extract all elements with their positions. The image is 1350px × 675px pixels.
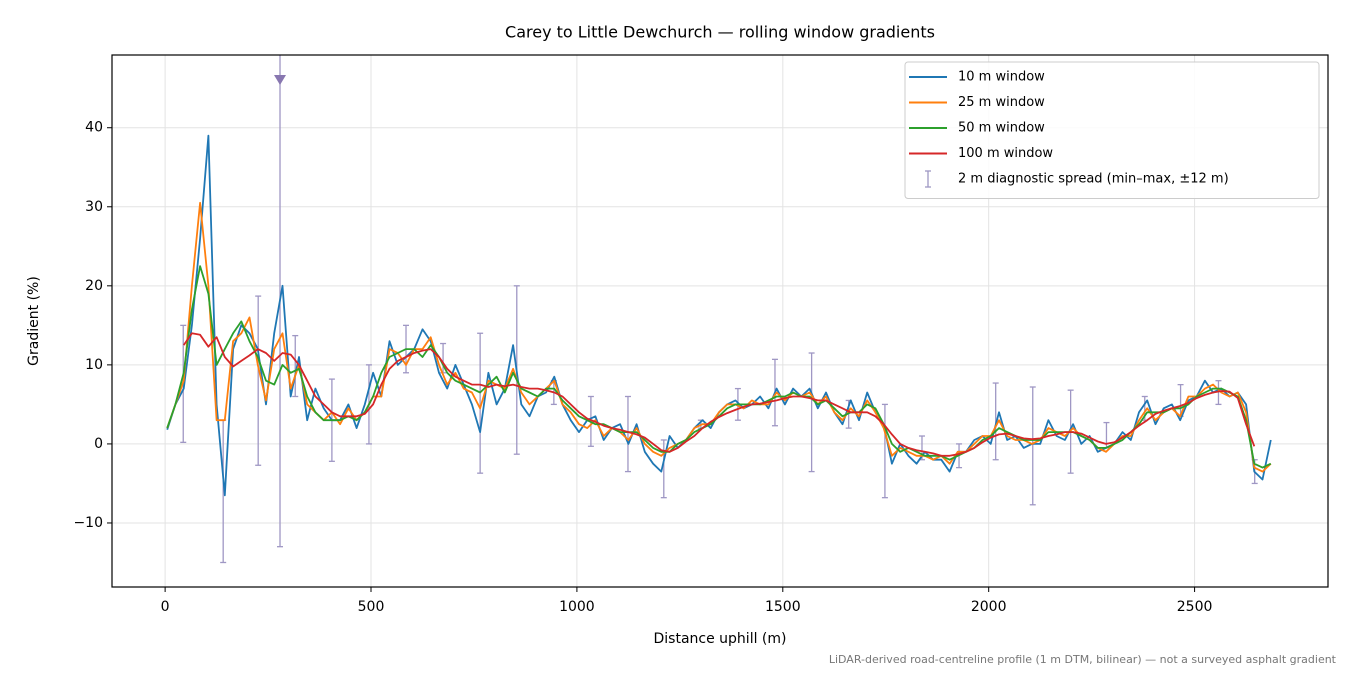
legend: 10 m window 25 m window 50 m window 100 m w… xyxy=(904,61,1320,199)
x-tick-label: 500 xyxy=(358,599,385,615)
y-axis-label: Gradient (%) xyxy=(26,276,42,366)
footnote: LiDAR-derived road-centreline profile (1… xyxy=(829,653,1337,666)
x-tick-label: 2500 xyxy=(1177,599,1213,615)
series-line xyxy=(182,332,1256,457)
x-tick-label: 1000 xyxy=(559,599,595,615)
clipped-marker xyxy=(274,75,287,85)
y-tick-label: 40 xyxy=(85,120,103,136)
legend-label: 10 m window xyxy=(958,70,1045,85)
error-bar xyxy=(292,334,299,398)
legend-label: 2 m diagnostic spread (min–max, ±12 m) xyxy=(958,172,1229,187)
x-axis-label: Distance uphill (m) xyxy=(654,631,787,647)
x-tick-label: 0 xyxy=(161,599,170,615)
error-bar xyxy=(277,55,284,548)
chart-title: Carey to Little Dewchurch — rolling wind… xyxy=(505,23,935,42)
error-bar xyxy=(1029,386,1036,506)
y-tick-label: 0 xyxy=(94,436,103,452)
legend-swatch xyxy=(925,170,931,188)
grid xyxy=(112,55,1328,587)
legend-label: 25 m window xyxy=(958,95,1045,110)
axes: 0 500 1000 1500 2000 2500 −10 0 10 20 30 40 xyxy=(73,120,1212,615)
y-tick-label: 30 xyxy=(85,199,103,215)
error-bar xyxy=(255,295,262,466)
legend-label: 50 m window xyxy=(958,121,1045,136)
y-tick-label: 10 xyxy=(85,357,103,373)
x-tick-label: 2000 xyxy=(971,599,1007,615)
legend-label: 100 m window xyxy=(958,146,1053,161)
y-tick-label: −10 xyxy=(73,515,103,531)
y-tick-label: 20 xyxy=(85,278,103,294)
axes-frame xyxy=(111,54,1329,588)
plot-area xyxy=(166,55,1272,564)
x-tick-label: 1500 xyxy=(765,599,801,615)
legend-box xyxy=(904,61,1320,199)
error-bar xyxy=(660,439,667,499)
error-bar xyxy=(477,332,484,474)
error-bar xyxy=(624,395,631,473)
error-bar xyxy=(808,352,815,473)
error-bar xyxy=(1215,380,1222,406)
error-bar xyxy=(881,403,888,499)
